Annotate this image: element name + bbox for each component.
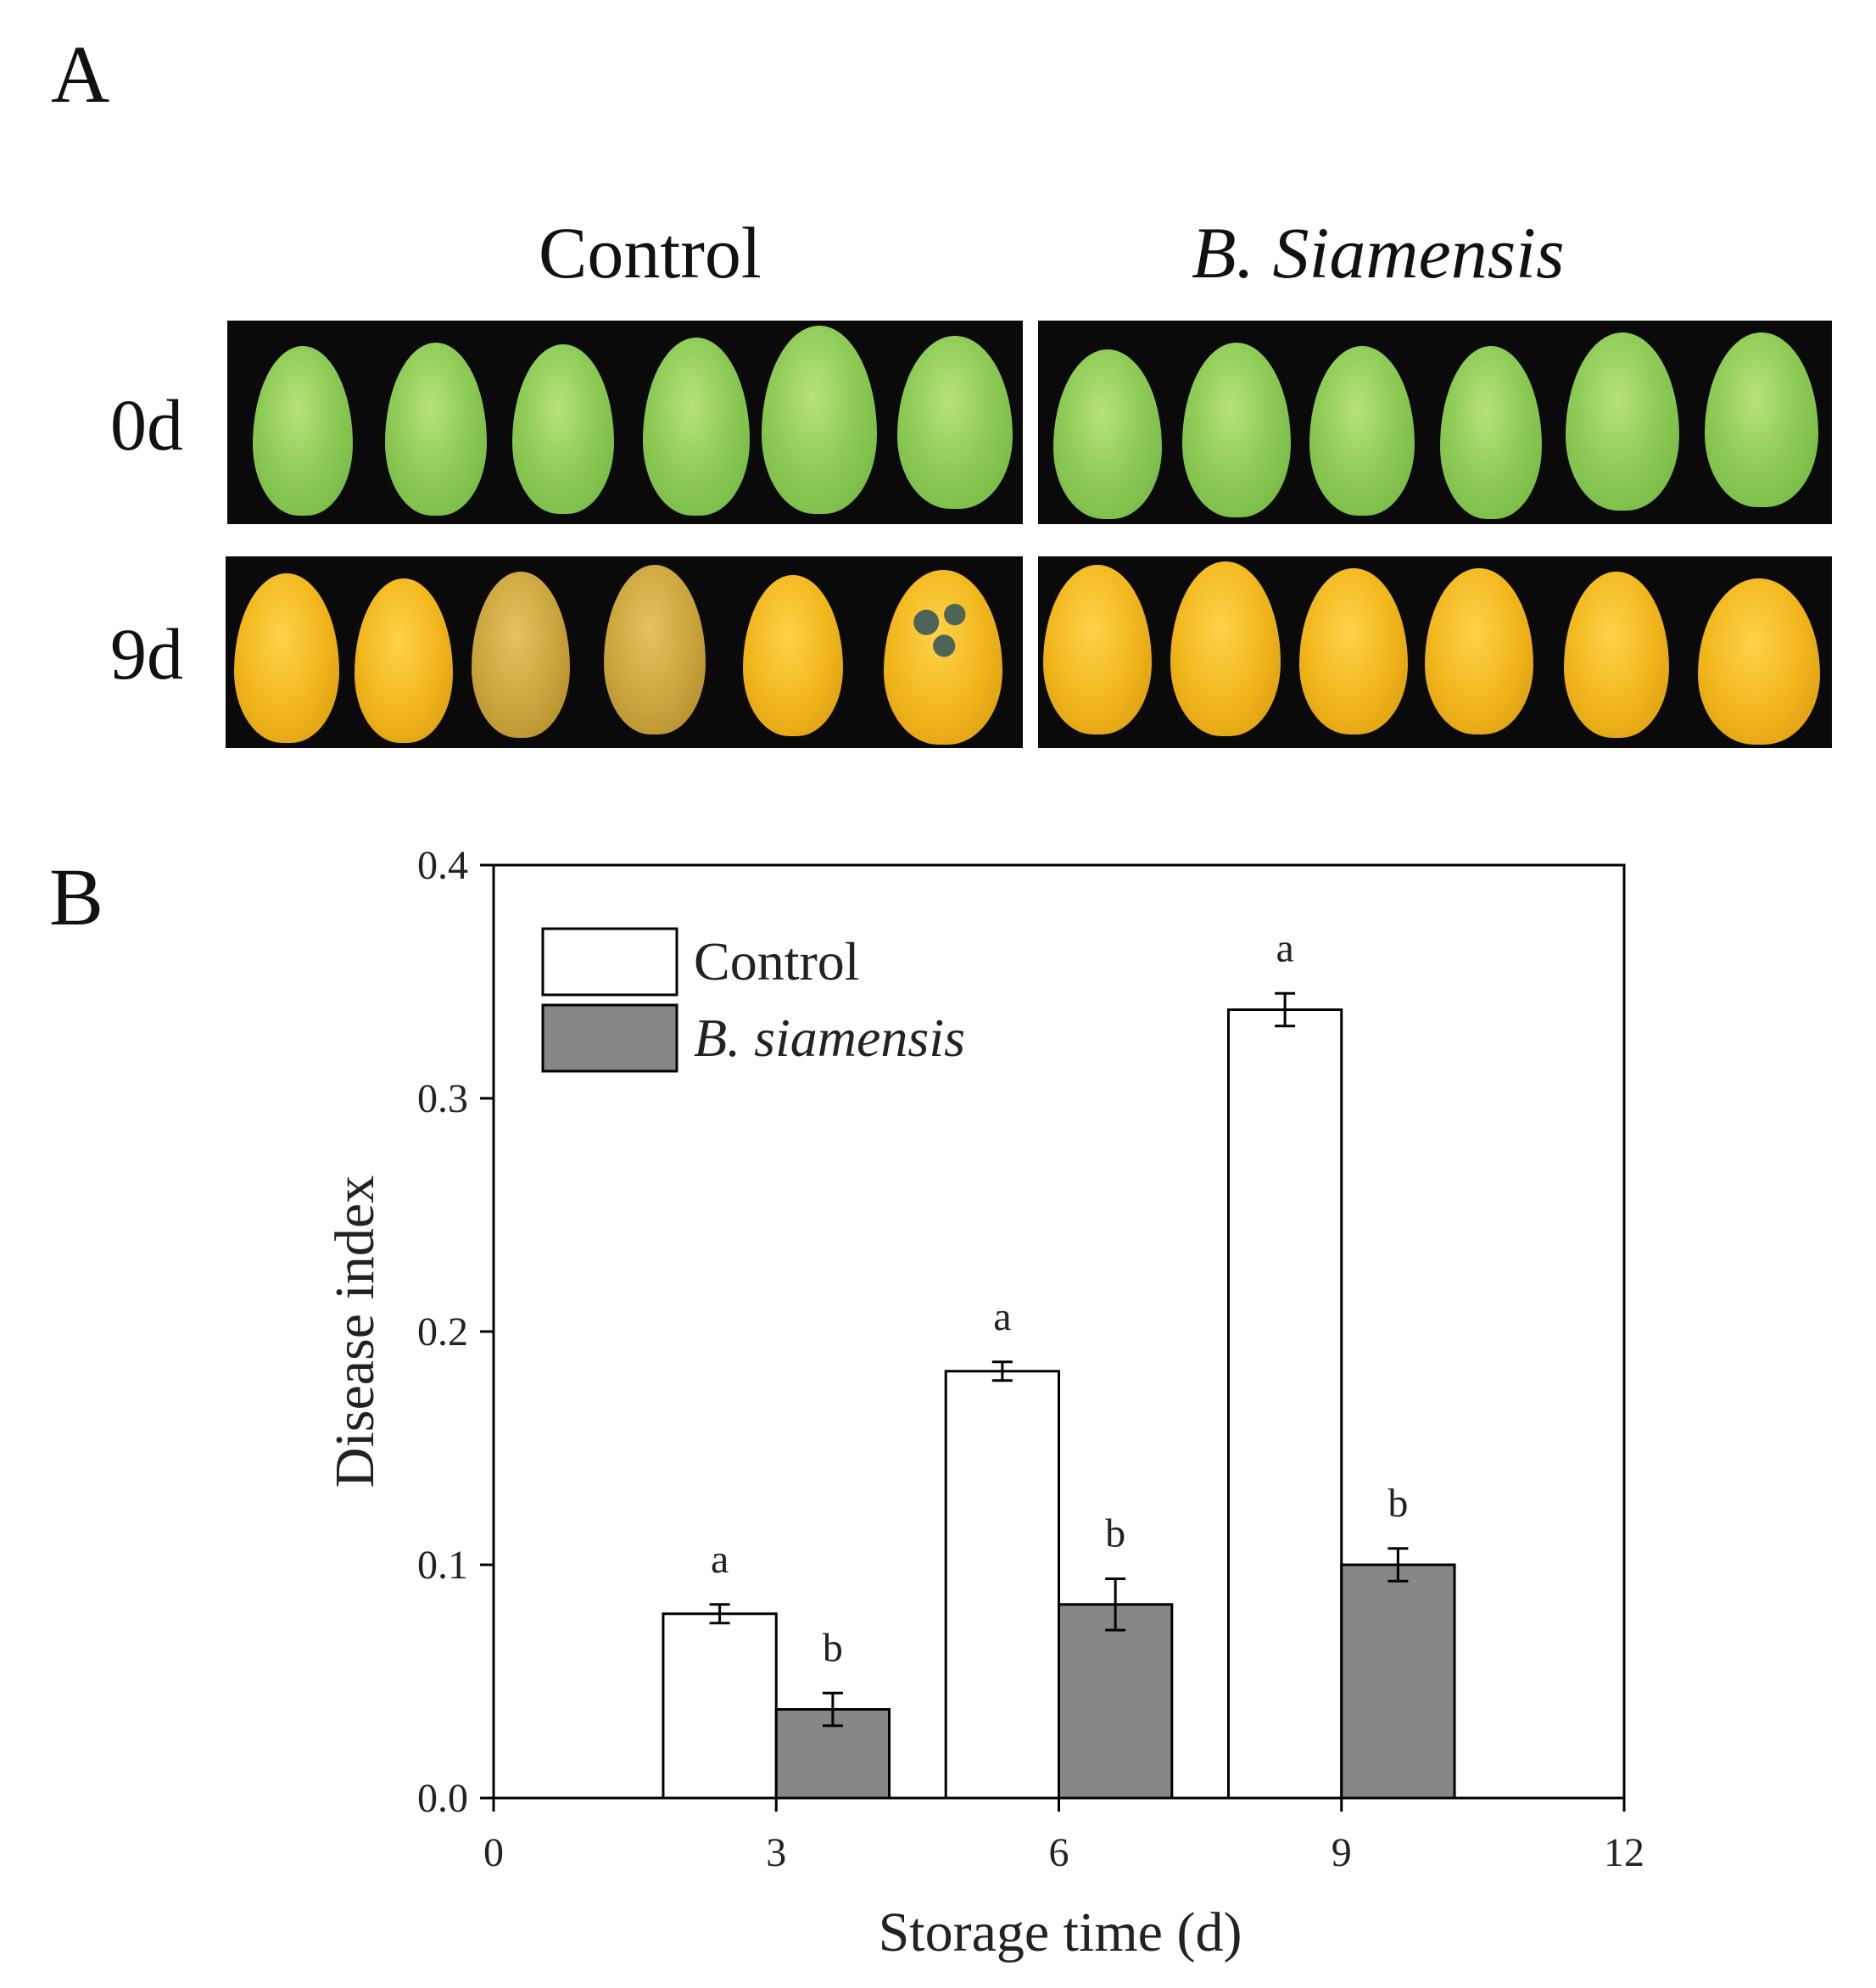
y-tick-label: 0.1 [417, 1543, 468, 1588]
x-tick-label: 0 [483, 1830, 504, 1875]
photo-control-day0 [227, 321, 1023, 524]
x-axis-label: Storage time (d) [879, 1901, 1242, 1963]
mango [512, 344, 614, 514]
panel-a-letter: A [51, 29, 110, 120]
mango [385, 343, 487, 516]
mango [1440, 346, 1542, 519]
significance-letter: a [1276, 925, 1293, 970]
mango [1299, 568, 1408, 734]
mango [762, 326, 877, 514]
x-tick-label: 9 [1332, 1830, 1352, 1875]
photo-control-day9 [226, 556, 1023, 748]
mango [1053, 349, 1162, 519]
x-tick-label: 6 [1049, 1830, 1069, 1875]
bar-control [662, 1612, 778, 1800]
mango [1564, 572, 1669, 738]
mango [1043, 565, 1152, 734]
mango [897, 336, 1013, 509]
significance-letter: b [1387, 1481, 1408, 1526]
y-tick-label: 0.3 [417, 1076, 468, 1121]
mango [1170, 561, 1281, 736]
x-tick-label: 3 [766, 1830, 786, 1875]
mango [884, 570, 1002, 745]
column-title-b-siamensis: B. Siamensis [1192, 212, 1565, 293]
photo-b-siamensis-day9 [1038, 556, 1832, 748]
y-tick-label: 0.4 [417, 843, 468, 888]
column-title-control: Control [539, 212, 762, 293]
mango [1566, 332, 1679, 511]
mango [234, 573, 339, 743]
bar-control [1226, 1008, 1343, 1800]
row-label-9d: 9d [110, 613, 183, 695]
legend-swatch-b-siamensis [541, 1003, 678, 1073]
bar-control [944, 1370, 1060, 1800]
bar-b-siamensis [1058, 1603, 1174, 1800]
legend-label-b-siamensis: B. siamensis [694, 1008, 965, 1068]
disease-lesions [905, 590, 977, 670]
mango [1705, 332, 1818, 507]
mango [643, 338, 750, 516]
panel-b-letter: B [49, 852, 104, 942]
photo-b-siamensis-day0 [1038, 321, 1832, 524]
y-axis-label: Disease index [324, 1175, 386, 1488]
significance-letter: a [711, 1537, 729, 1582]
mango [1425, 568, 1533, 734]
row-label-0d: 0d [110, 384, 183, 466]
mango [253, 346, 353, 516]
mango [1309, 346, 1415, 516]
significance-letter: b [1105, 1511, 1125, 1556]
legend-label-control: Control [694, 931, 860, 991]
y-tick-label: 0.2 [417, 1310, 468, 1354]
mango [604, 565, 706, 734]
significance-letter: b [823, 1625, 843, 1670]
mango [472, 572, 570, 738]
plot-area: 0.0 0.1 0.2 0.3 0.4 0 3 6 9 12 a a a b b b Control B. sia… [417, 843, 1644, 1875]
mango [743, 575, 843, 736]
mango [1182, 343, 1291, 517]
significance-letter: a [993, 1294, 1011, 1339]
mango [1698, 578, 1820, 745]
bar-b-siamensis [1340, 1563, 1456, 1800]
y-tick-label: 0.0 [417, 1776, 468, 1821]
mango [355, 578, 453, 743]
legend-swatch-control [541, 927, 678, 997]
x-tick-label: 12 [1604, 1830, 1644, 1875]
